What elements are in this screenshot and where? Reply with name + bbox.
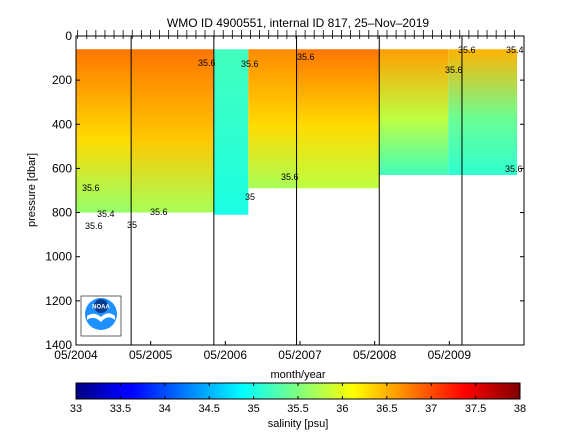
contour-label: 35.6: [458, 45, 476, 55]
noaa-logo-disc: [85, 298, 117, 330]
salinity-field-segment: [131, 49, 214, 213]
contour-label: 35.6: [445, 65, 463, 75]
salinity-field-segment: [296, 49, 380, 189]
contour-label: 35.6: [198, 58, 216, 68]
noaa-logo-text: NOAA: [92, 305, 110, 311]
x-tick-label: 05/2006: [204, 348, 248, 362]
salinity-field-segment: [448, 49, 518, 176]
colorbar-tick-label: 33.5: [110, 403, 131, 415]
noaa-logo-top: [94, 299, 108, 313]
x-tick-label: 05/2007: [278, 348, 322, 362]
colorbar-tick-label: 37: [425, 403, 437, 415]
x-tick-label: 05/2009: [428, 348, 472, 362]
colorbar-label: salinity [psu]: [268, 418, 329, 430]
contour-label: 35.6: [82, 183, 100, 193]
colorbar-tick-label: 36.5: [376, 403, 397, 415]
x-tick-label: 05/2008: [353, 348, 397, 362]
y-tick-label: 800: [52, 206, 72, 220]
y-tick-label: 1400: [45, 338, 72, 352]
colorbar-tick-label: 34.5: [198, 403, 219, 415]
y-tick-label: 1200: [45, 294, 72, 308]
noaa-logo: NOAA: [80, 295, 122, 337]
y-tick-label: 600: [52, 161, 72, 175]
contour-label: 35.4: [97, 209, 115, 219]
colorbar-tick-label: 37.5: [465, 403, 486, 415]
y-tick-label: 200: [52, 73, 72, 87]
contour-label: 35: [245, 192, 255, 202]
colorbar-tick-label: 33: [70, 403, 82, 415]
y-tick-label: 400: [52, 117, 72, 131]
y-tick-label: 0: [65, 29, 72, 43]
colorbar: 33 33.5 34 34.5 35 35.5 36 36.5 37 37.5 38: [70, 382, 526, 415]
contour-label: 35.6: [241, 59, 259, 69]
y-tick-label: 1000: [45, 250, 72, 264]
y-axis-label: pressure [dbar]: [26, 153, 38, 227]
salinity-field-segment: [213, 49, 249, 215]
contour-label: 35.6: [297, 52, 315, 62]
x-axis-label: month/year: [270, 369, 325, 381]
contour-label: 35.6: [150, 207, 168, 217]
chart-title: WMO ID 4900551, internal ID 817, 25–Nov–…: [167, 16, 429, 30]
contour-label: 35.6: [85, 221, 103, 231]
x-tick-label: 05/2004: [54, 348, 98, 362]
colorbar-tick-label: 34: [159, 403, 171, 415]
contour-label: 35: [127, 220, 137, 230]
salinity-field-segment: [379, 49, 449, 176]
noaa-logo-gull: [87, 313, 115, 322]
salinity-field-segment: [76, 49, 132, 213]
salinity-field-segment: [248, 49, 297, 189]
contour-label: 35.4: [506, 45, 524, 55]
colorbar-tick-label: 36: [336, 403, 348, 415]
x-tick-label: 05/2005: [129, 348, 173, 362]
contour-label: 35.6: [505, 164, 523, 174]
colorbar-tick-label: 35: [247, 403, 259, 415]
contour-label: 35.6: [281, 172, 299, 182]
colorbar-tick-label: 35.5: [287, 403, 308, 415]
colorbar-tick-label: 38: [514, 403, 526, 415]
plot-area: 35.6 35.6 35.6 35.6 35.6 35.6 35.4 35 35 35.6 35.6…: [45, 29, 525, 362]
